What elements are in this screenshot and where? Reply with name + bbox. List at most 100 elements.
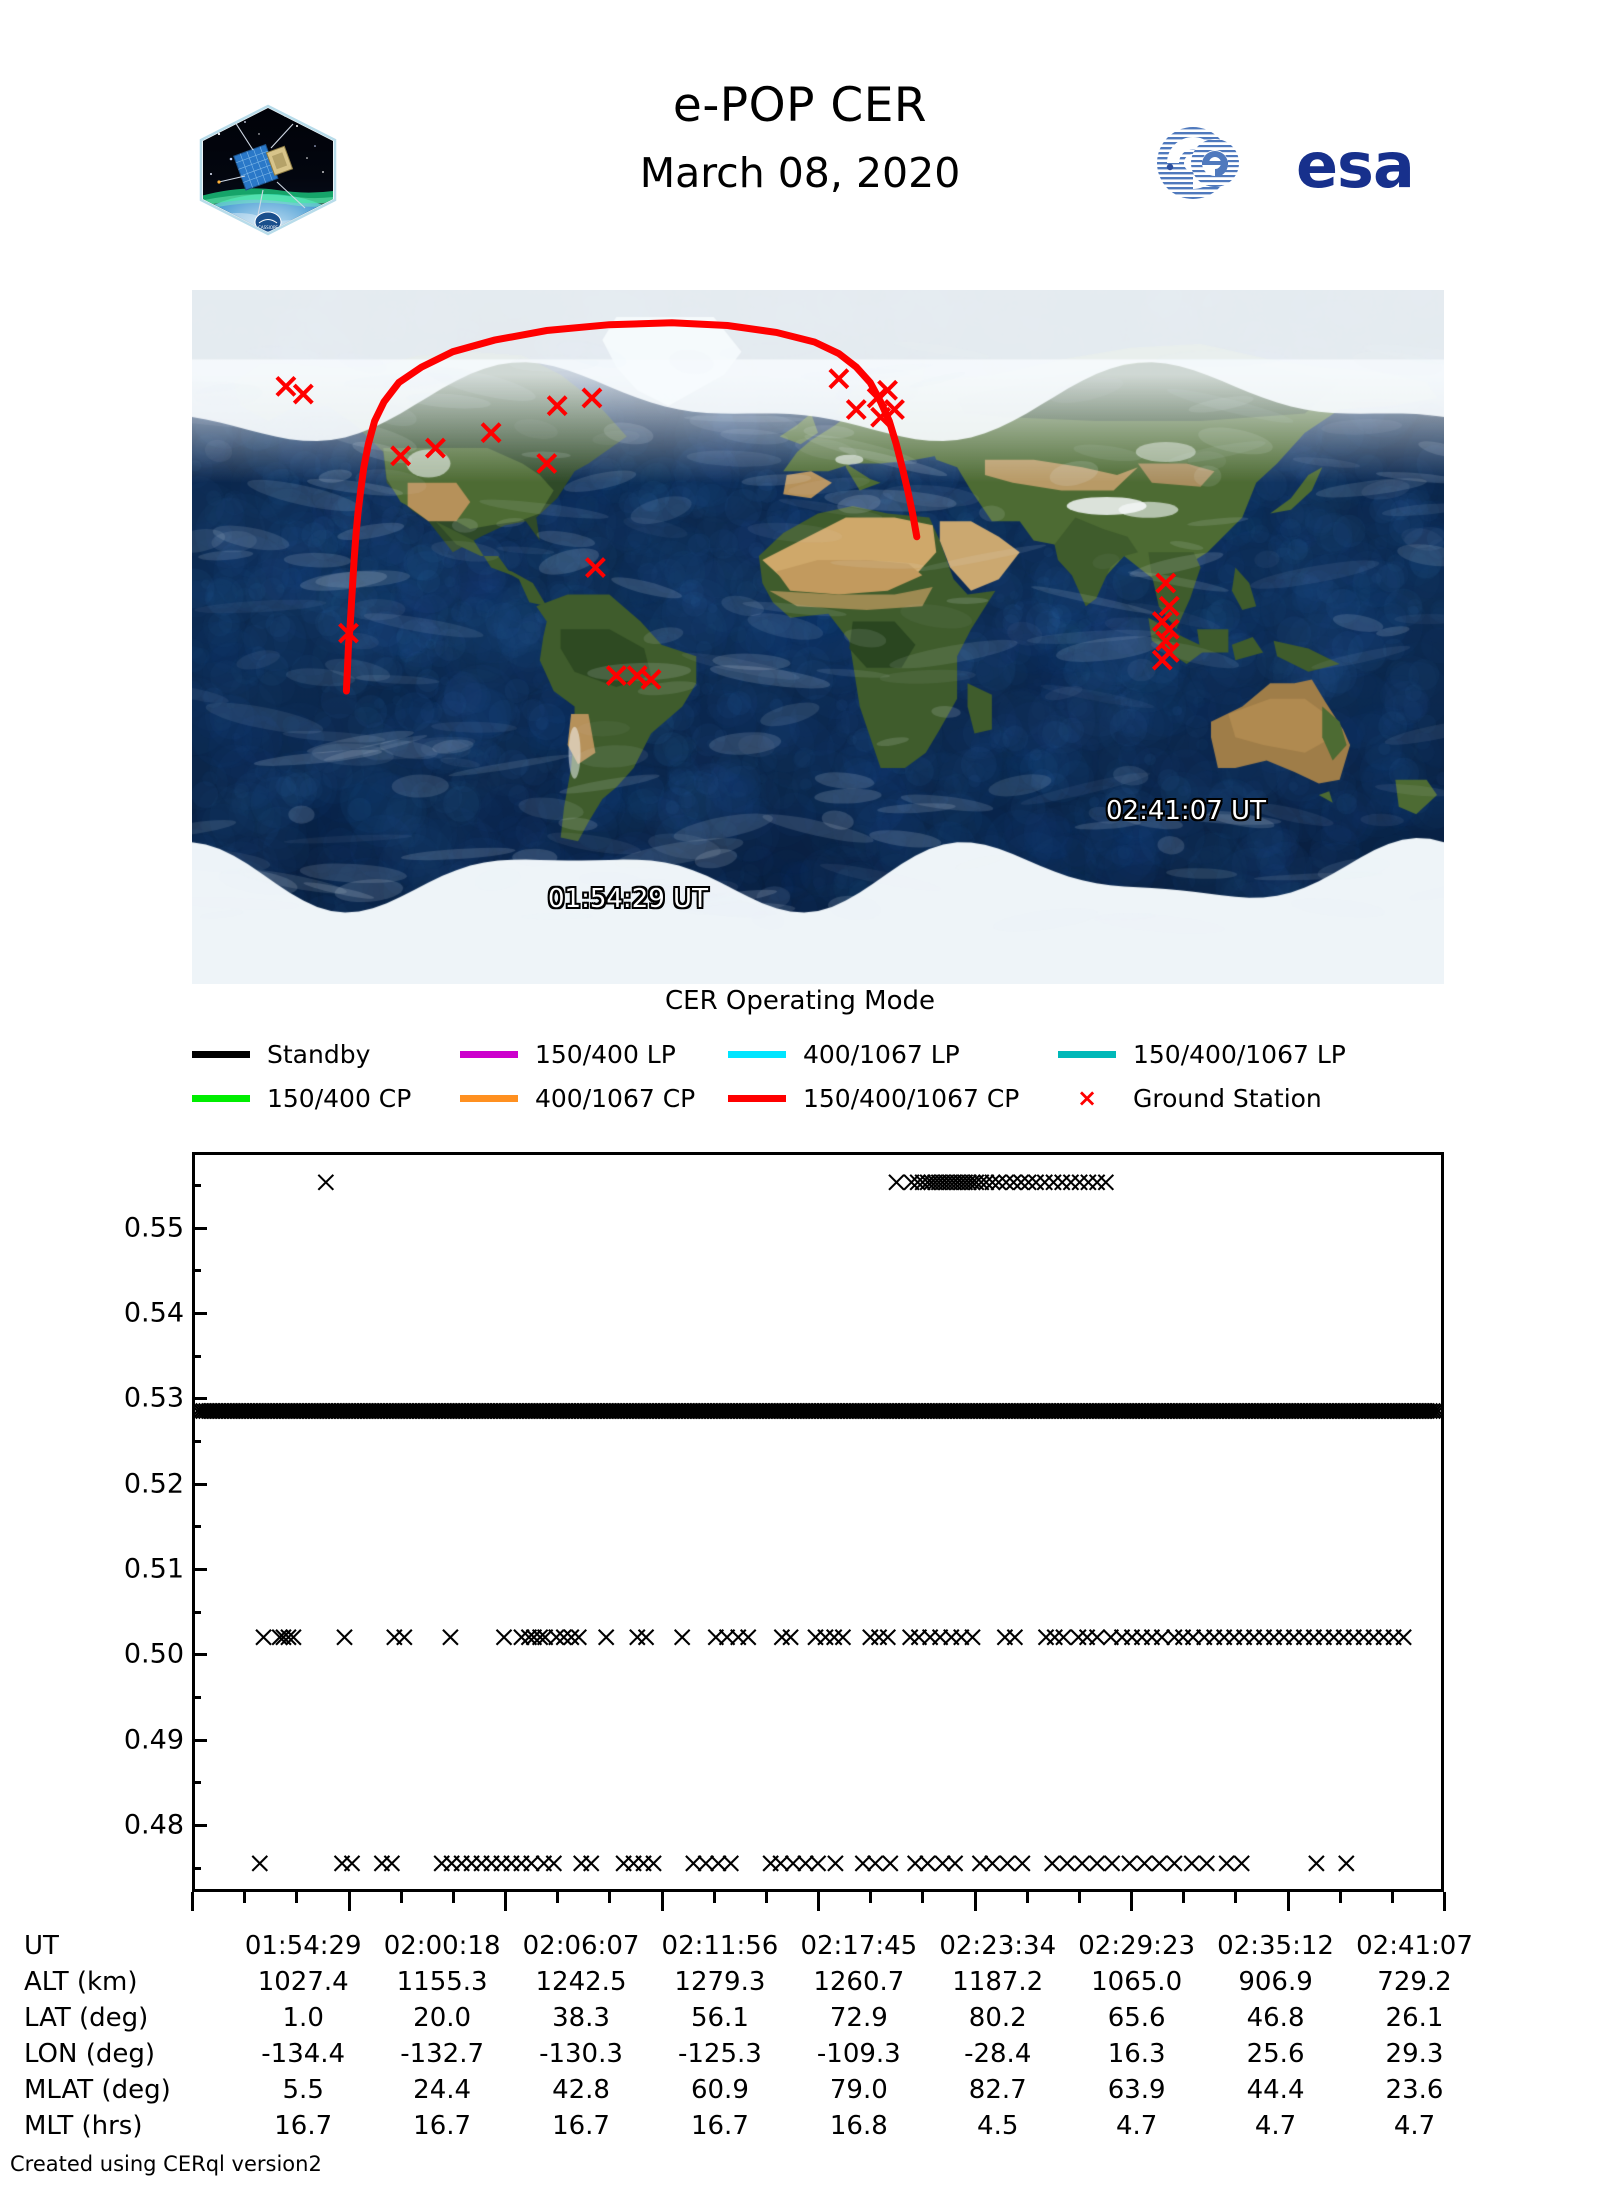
legend-item-label: 400/1067 LP — [803, 1040, 960, 1069]
y-axis-major-tick — [192, 1824, 207, 1827]
data-point-marker — [698, 1856, 713, 1871]
data-point-marker — [872, 1630, 887, 1645]
table-cell: 16.8 — [789, 2108, 928, 2144]
data-point-marker — [514, 1630, 529, 1645]
data-point-marker — [1072, 1175, 1087, 1190]
data-point-marker — [546, 1856, 561, 1871]
table-cell: 01:54:29 — [234, 1928, 373, 1964]
legend-item-label: 150/400/1067 LP — [1133, 1040, 1346, 1069]
table-cell: 63.9 — [1067, 2072, 1206, 2108]
data-point-marker — [1090, 1630, 1105, 1645]
y-axis-tick-label: 0.54 — [124, 1297, 184, 1328]
table-cell: 02:06:07 — [512, 1928, 651, 1964]
table-cell: 02:00:18 — [373, 1928, 512, 1964]
ground-station-marker — [586, 559, 604, 577]
legend-color-swatch — [460, 1051, 518, 1058]
data-point-marker — [1098, 1175, 1113, 1190]
data-point-marker — [903, 1630, 918, 1645]
table-cell: 16.7 — [650, 2108, 789, 2144]
table-cell: 46.8 — [1206, 2000, 1345, 2036]
table-row: ALT (km) 1027.4 1155.3 1242.5 1279.3 1260.7 11… — [24, 1964, 1484, 2000]
table-row: LAT (deg) 1.0 20.0 38.3 56.1 72.9 80.2 65.6 46.8… — [24, 2000, 1484, 2036]
legend-item: 150/400 LP — [460, 1040, 728, 1069]
table-cell: -125.3 — [650, 2036, 789, 2072]
data-point-marker — [384, 1856, 399, 1871]
data-point-marker — [497, 1630, 512, 1645]
data-point-marker — [811, 1856, 826, 1871]
y-axis-tick-label: 0.48 — [124, 1809, 184, 1840]
data-point-marker — [256, 1630, 271, 1645]
y-axis-minor-tick — [192, 1525, 201, 1528]
table-cell: 29.3 — [1345, 2036, 1484, 2072]
table-cell: -132.7 — [373, 2036, 512, 2072]
footer-credit: Created using CERql version2 — [10, 2152, 322, 2176]
table-cell: 80.2 — [928, 2000, 1067, 2036]
data-point-marker — [1167, 1856, 1182, 1871]
table-cell: 02:41:07 — [1345, 1928, 1484, 1964]
table-cell: 42.8 — [512, 2072, 651, 2108]
table-cell: 1065.0 — [1067, 1964, 1206, 2000]
table-cell: 25.6 — [1206, 2036, 1345, 2072]
data-point-marker — [965, 1175, 980, 1190]
data-point-marker — [252, 1856, 267, 1871]
ground-station-marker — [607, 667, 625, 685]
y-axis-major-tick — [192, 1568, 207, 1571]
legend-title: CER Operating Mode — [0, 986, 1600, 1016]
table-cell: -109.3 — [789, 2036, 928, 2072]
page-date: March 08, 2020 — [400, 153, 1200, 194]
data-point-marker — [827, 1630, 842, 1645]
data-point-marker — [1060, 1856, 1075, 1871]
table-cell: 4.7 — [1345, 2108, 1484, 2144]
legend-item: 400/1067 LP — [728, 1040, 1058, 1069]
data-point-marker — [318, 1175, 333, 1190]
data-point-marker — [889, 1175, 904, 1190]
data-point-marker — [1021, 1175, 1036, 1190]
data-point-marker — [344, 1856, 359, 1871]
data-point-marker — [880, 1630, 895, 1645]
scatter-points-layer — [195, 1155, 1441, 1889]
table-cell: 65.6 — [1067, 2000, 1206, 2036]
ground-station-markers — [277, 370, 1178, 689]
y-axis-minor-tick — [192, 1440, 201, 1443]
x-axis-minor-tick — [400, 1892, 403, 1903]
data-point-marker — [556, 1630, 571, 1645]
data-point-marker — [1007, 1630, 1022, 1645]
x-axis-minor-tick — [1391, 1892, 1394, 1903]
table-cell: 82.7 — [928, 2072, 1067, 2108]
table-cell: 23.6 — [1345, 2072, 1484, 2108]
data-point-marker — [961, 1175, 976, 1190]
legend-item-label: 150/400 CP — [267, 1084, 411, 1113]
data-point-marker — [1219, 1856, 1234, 1871]
table-row-header: LAT (deg) — [24, 2000, 234, 2036]
table-cell: 1260.7 — [789, 1964, 928, 2000]
data-point-marker — [1015, 1856, 1030, 1871]
table-cell: 79.0 — [789, 2072, 928, 2108]
data-point-marker — [337, 1630, 352, 1645]
data-point-marker — [972, 1856, 987, 1871]
data-point-marker — [835, 1630, 850, 1645]
track-start-time-label: 01:54:29 UT — [548, 884, 708, 914]
table-cell: 24.4 — [373, 2072, 512, 2108]
data-point-marker — [855, 1856, 870, 1871]
x-axis-minor-tick — [921, 1892, 924, 1903]
table-row-header: ALT (km) — [24, 1964, 234, 2000]
ground-station-marker — [583, 389, 601, 407]
data-point-marker — [1234, 1856, 1249, 1871]
x-axis-major-tick — [348, 1892, 351, 1911]
x-axis-minor-tick — [1026, 1892, 1029, 1903]
table-cell: 02:11:56 — [650, 1928, 789, 1964]
data-point-marker — [1137, 1856, 1152, 1871]
data-point-marker — [1081, 1175, 1096, 1190]
ground-station-marker — [1157, 574, 1175, 592]
data-point-marker — [1045, 1856, 1060, 1871]
table-cell: 1242.5 — [512, 1964, 651, 2000]
table-cell: 16.7 — [234, 2108, 373, 2144]
x-axis-minor-tick — [713, 1892, 716, 1903]
legend-item-label: Ground Station — [1133, 1084, 1322, 1113]
ground-station-x-icon: × — [1058, 1086, 1116, 1110]
page-title: e-POP CER — [400, 82, 1200, 129]
data-point-marker — [1122, 1856, 1137, 1871]
y-axis-minor-tick — [192, 1269, 201, 1272]
data-point-marker — [1014, 1175, 1029, 1190]
data-point-marker — [524, 1856, 539, 1871]
